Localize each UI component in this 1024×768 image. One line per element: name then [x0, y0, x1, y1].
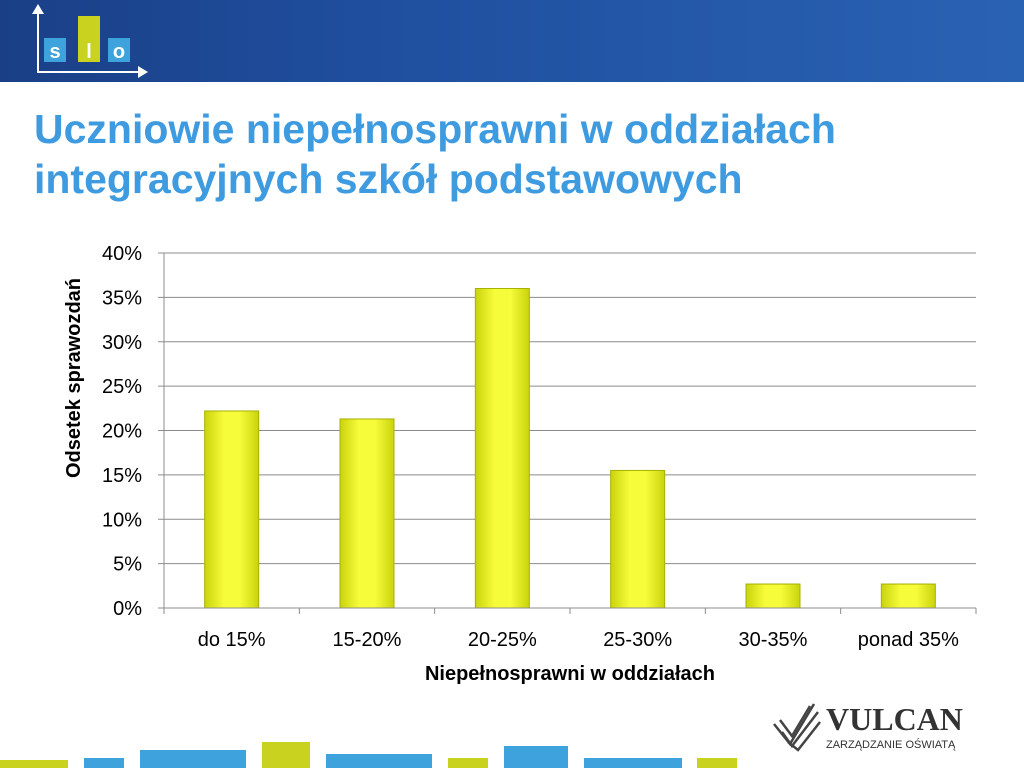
- y-tick-label: 10%: [102, 509, 142, 531]
- logo-letter-s: s: [49, 41, 60, 63]
- y-axis-title: Odsetek sprawozdań: [63, 278, 85, 478]
- footer-color-bar: [584, 758, 682, 768]
- x-axis-title: Niepełnosprawni w oddziałach: [425, 663, 715, 685]
- vulcan-name: VULCAN: [826, 701, 963, 737]
- bar: [745, 583, 801, 609]
- bar: [339, 418, 395, 609]
- footer-color-bar: [697, 758, 737, 768]
- vulcan-logo: VULCAN ZARZĄDZANIE OŚWIATĄ: [773, 701, 963, 752]
- x-tick-label: 15-20%: [333, 629, 402, 651]
- footer-color-bar: [448, 758, 488, 768]
- footer-color-bar: [140, 750, 246, 768]
- logo-box-o: [108, 38, 130, 62]
- slide-title-line-2: integracyjnych szkół podstawowych: [34, 156, 743, 202]
- y-tick-label: 30%: [102, 332, 142, 354]
- y-tick-label: 35%: [102, 287, 142, 309]
- logo-letter-o: o: [113, 41, 125, 63]
- x-tick-label: do 15%: [198, 629, 266, 651]
- x-tick-label: 30-35%: [739, 629, 808, 651]
- logo-box-l: [78, 16, 100, 62]
- logo-letter-l: l: [86, 41, 92, 63]
- y-tick-label: 0%: [113, 598, 142, 620]
- bar: [204, 410, 260, 609]
- logo-arrow-right: [138, 66, 148, 78]
- header-band: s l o: [0, 0, 1024, 82]
- x-tick-label: 25-30%: [603, 629, 672, 651]
- x-tick-label: 20-25%: [468, 629, 537, 651]
- bar: [474, 288, 530, 609]
- slide-title: Uczniowie niepełnosprawni w oddziałach i…: [34, 104, 994, 204]
- y-tick-label: 20%: [102, 421, 142, 443]
- x-tick-label: ponad 35%: [858, 629, 959, 651]
- vulcan-tagline: ZARZĄDZANIE OŚWIATĄ: [826, 738, 956, 751]
- footer-color-bar: [326, 754, 432, 768]
- vulcan-emblem-icon: [773, 703, 821, 752]
- logo-axis-line: [37, 8, 144, 73]
- y-tick-label: 15%: [102, 465, 142, 487]
- logo-box-s: [44, 38, 66, 62]
- footer-color-bar: [84, 758, 124, 768]
- footer-color-bar: [0, 760, 68, 768]
- y-tick-label: 40%: [102, 243, 142, 265]
- y-tick-label: 25%: [102, 376, 142, 398]
- bar-chart: 0% 5% 10% 15% 20% 25% 30% 35% 40% do 15% 15-20% 20-…: [63, 243, 977, 685]
- logo-arrow-up: [32, 4, 44, 14]
- footer-color-bars: [0, 742, 737, 768]
- bar: [880, 583, 936, 609]
- bar: [610, 469, 666, 609]
- y-tick-label: 5%: [113, 554, 142, 576]
- footer-color-bar: [504, 746, 568, 768]
- slo-logo: s l o: [32, 4, 148, 78]
- slide-title-line-1: Uczniowie niepełnosprawni w oddziałach: [34, 106, 836, 152]
- footer-color-bar: [262, 742, 310, 768]
